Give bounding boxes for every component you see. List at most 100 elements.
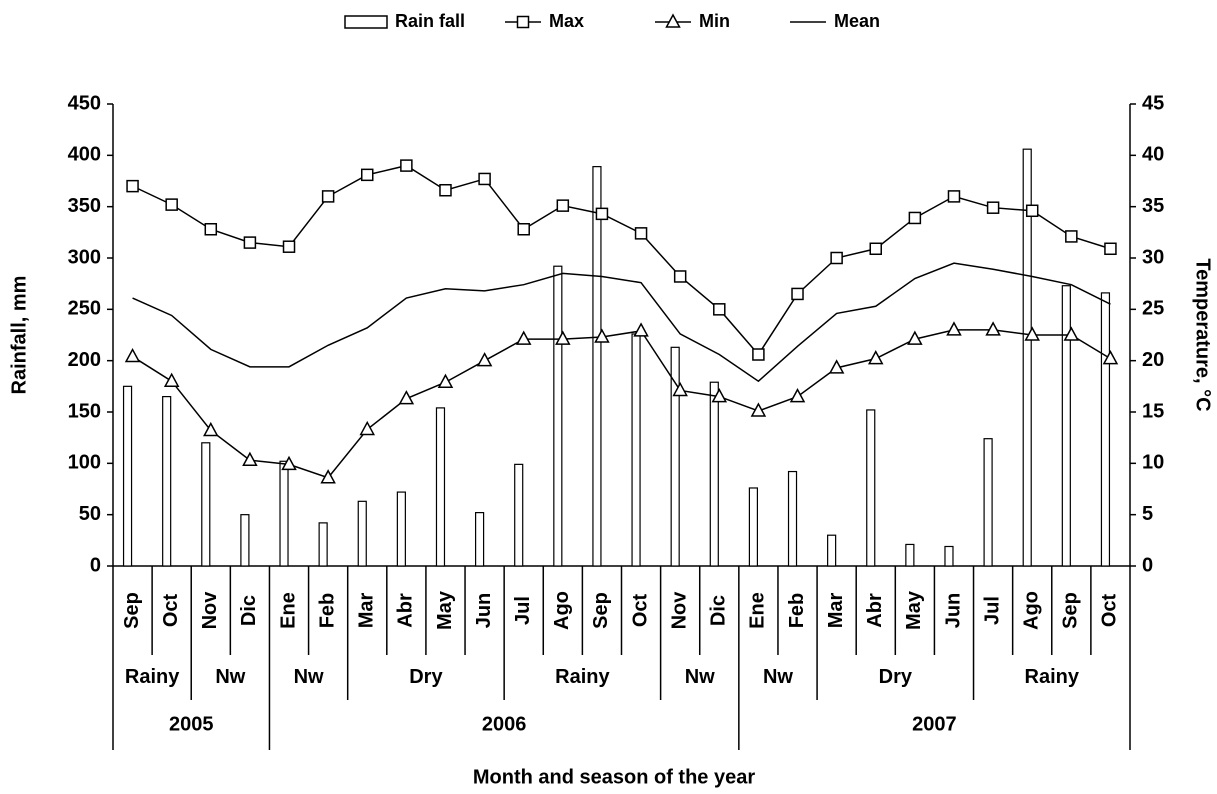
marker-square: [243, 236, 257, 249]
season-label: Rainy: [125, 666, 180, 688]
line: [132, 329, 1111, 479]
year-label: 2005: [169, 713, 214, 735]
bar: [827, 534, 837, 567]
bar: [983, 438, 993, 567]
marker-triangle: [828, 359, 845, 374]
x-tick-label: Jun: [942, 593, 964, 629]
marker-triangle: [163, 372, 180, 387]
x-tick-label: Dic: [238, 595, 260, 626]
x-tick-label: Ene: [747, 592, 769, 629]
marker-triangle: [398, 390, 415, 405]
y2-tick-label: 0: [1142, 554, 1153, 576]
y-tick-label: 350: [68, 195, 101, 217]
marker-square: [986, 201, 1000, 214]
marker-square: [517, 223, 530, 236]
marker-triangle: [672, 381, 688, 397]
marker-triangle: [711, 388, 728, 403]
x-tick-label: Nov: [199, 591, 221, 630]
y-tick-label: 0: [90, 554, 101, 576]
x-tick-label: Nov: [668, 591, 690, 630]
bar: [905, 543, 915, 567]
y2-tick-label: 35: [1142, 195, 1164, 217]
y-tick-label: 150: [68, 400, 101, 422]
x-tick-label: Dic: [708, 595, 730, 626]
marker-triangle: [242, 451, 258, 467]
y2-tick-label: 40: [1142, 144, 1164, 166]
bar: [1061, 285, 1071, 567]
line: [132, 164, 1111, 356]
marker-square: [1025, 204, 1039, 218]
bar: [709, 381, 719, 567]
marker-triangle: [555, 330, 571, 345]
bar: [553, 265, 563, 567]
x-tick-label: Mar: [825, 593, 847, 629]
x-tick-label: Sep: [590, 592, 612, 629]
legend-marker: [665, 13, 681, 28]
marker-triangle: [1024, 326, 1040, 341]
marker-triangle: [320, 469, 336, 484]
y-tick-label: 100: [68, 452, 101, 474]
bar: [201, 442, 211, 567]
x-tick-label: Ene: [277, 592, 299, 629]
marker-square: [595, 207, 609, 221]
marker-square: [556, 199, 570, 212]
marker-triangle: [985, 321, 1001, 336]
x-tick-label: Abr: [864, 593, 886, 628]
y2-axis-title: Temperature, °C: [1192, 258, 1214, 411]
y2-tick-label: 15: [1142, 400, 1164, 422]
y2-tick-label: 30: [1142, 246, 1164, 268]
marker-triangle: [1102, 350, 1119, 365]
y-tick-label: 300: [68, 246, 101, 268]
season-label: Nw: [763, 666, 793, 688]
x-tick-label: Abr: [395, 593, 417, 628]
marker-square: [947, 190, 961, 203]
marker-square: [204, 223, 218, 236]
marker-square: [478, 172, 491, 186]
bar: [435, 407, 446, 567]
marker-square: [361, 168, 374, 182]
marker-square: [282, 240, 296, 253]
legend-label: Mean: [834, 11, 880, 31]
marker-square: [752, 348, 765, 361]
legend-label: Min: [699, 11, 730, 31]
marker-square: [869, 242, 882, 256]
bar: [318, 522, 328, 567]
marker-square: [321, 190, 335, 203]
marker-square: [1104, 242, 1117, 256]
x-axis-title: Month and season of the year: [473, 766, 755, 788]
year-label: 2007: [912, 713, 957, 735]
bar: [279, 460, 289, 567]
marker-triangle: [124, 347, 141, 363]
marker-square: [126, 179, 139, 193]
bar: [240, 514, 250, 567]
y-tick-label: 400: [68, 144, 101, 166]
bar: [1100, 292, 1111, 567]
season-label: Dry: [409, 666, 443, 688]
x-tick-label: Oct: [629, 593, 651, 627]
bar: [474, 512, 485, 567]
x-tick-label: Ago: [1020, 591, 1042, 630]
marker-square: [165, 198, 178, 211]
marker-triangle: [750, 402, 767, 417]
marker-triangle: [789, 388, 806, 403]
bar: [357, 500, 367, 567]
y-tick-label: 200: [68, 349, 101, 371]
marker-square: [908, 211, 922, 225]
marker-square: [439, 183, 452, 197]
season-label: Nw: [294, 666, 324, 688]
season-label: Rainy: [555, 666, 610, 688]
x-tick-label: Sep: [1060, 592, 1082, 629]
marker-triangle: [867, 350, 884, 365]
x-tick-label: Jul: [981, 596, 1003, 625]
x-tick-label: Jun: [473, 593, 495, 629]
marker-square: [673, 270, 687, 283]
marker-triangle: [476, 352, 493, 367]
marker-square: [400, 159, 413, 172]
marker-square: [634, 227, 648, 240]
marker-triangle: [203, 421, 219, 437]
year-label: 2006: [482, 713, 527, 735]
x-tick-label: Jul: [512, 596, 534, 625]
y-tick-label: 50: [79, 503, 101, 525]
y2-tick-label: 10: [1142, 452, 1164, 474]
y-tick-label: 450: [68, 92, 101, 114]
